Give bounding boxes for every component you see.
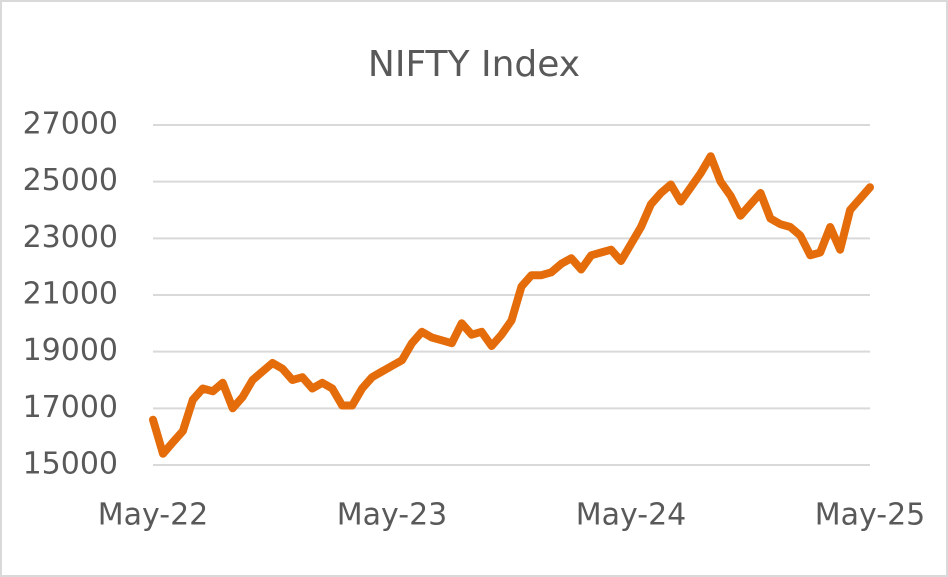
- y-tick-label: 27000: [23, 107, 118, 142]
- x-tick-label: May-24: [576, 498, 687, 533]
- x-tick-label: May-25: [815, 498, 926, 533]
- y-tick-label: 21000: [23, 277, 118, 312]
- line: [149, 152, 874, 458]
- y-tick-label: 25000: [23, 163, 118, 198]
- x-tick-label: May-22: [98, 498, 209, 533]
- y-tick-label: 15000: [23, 447, 118, 482]
- y-tick-label: 23000: [23, 220, 118, 255]
- chart-title: NIFTY Index: [368, 44, 580, 85]
- y-tick-label: 19000: [23, 333, 118, 368]
- x-tick-label: May-23: [337, 498, 448, 533]
- y-tick-label: 17000: [23, 390, 118, 425]
